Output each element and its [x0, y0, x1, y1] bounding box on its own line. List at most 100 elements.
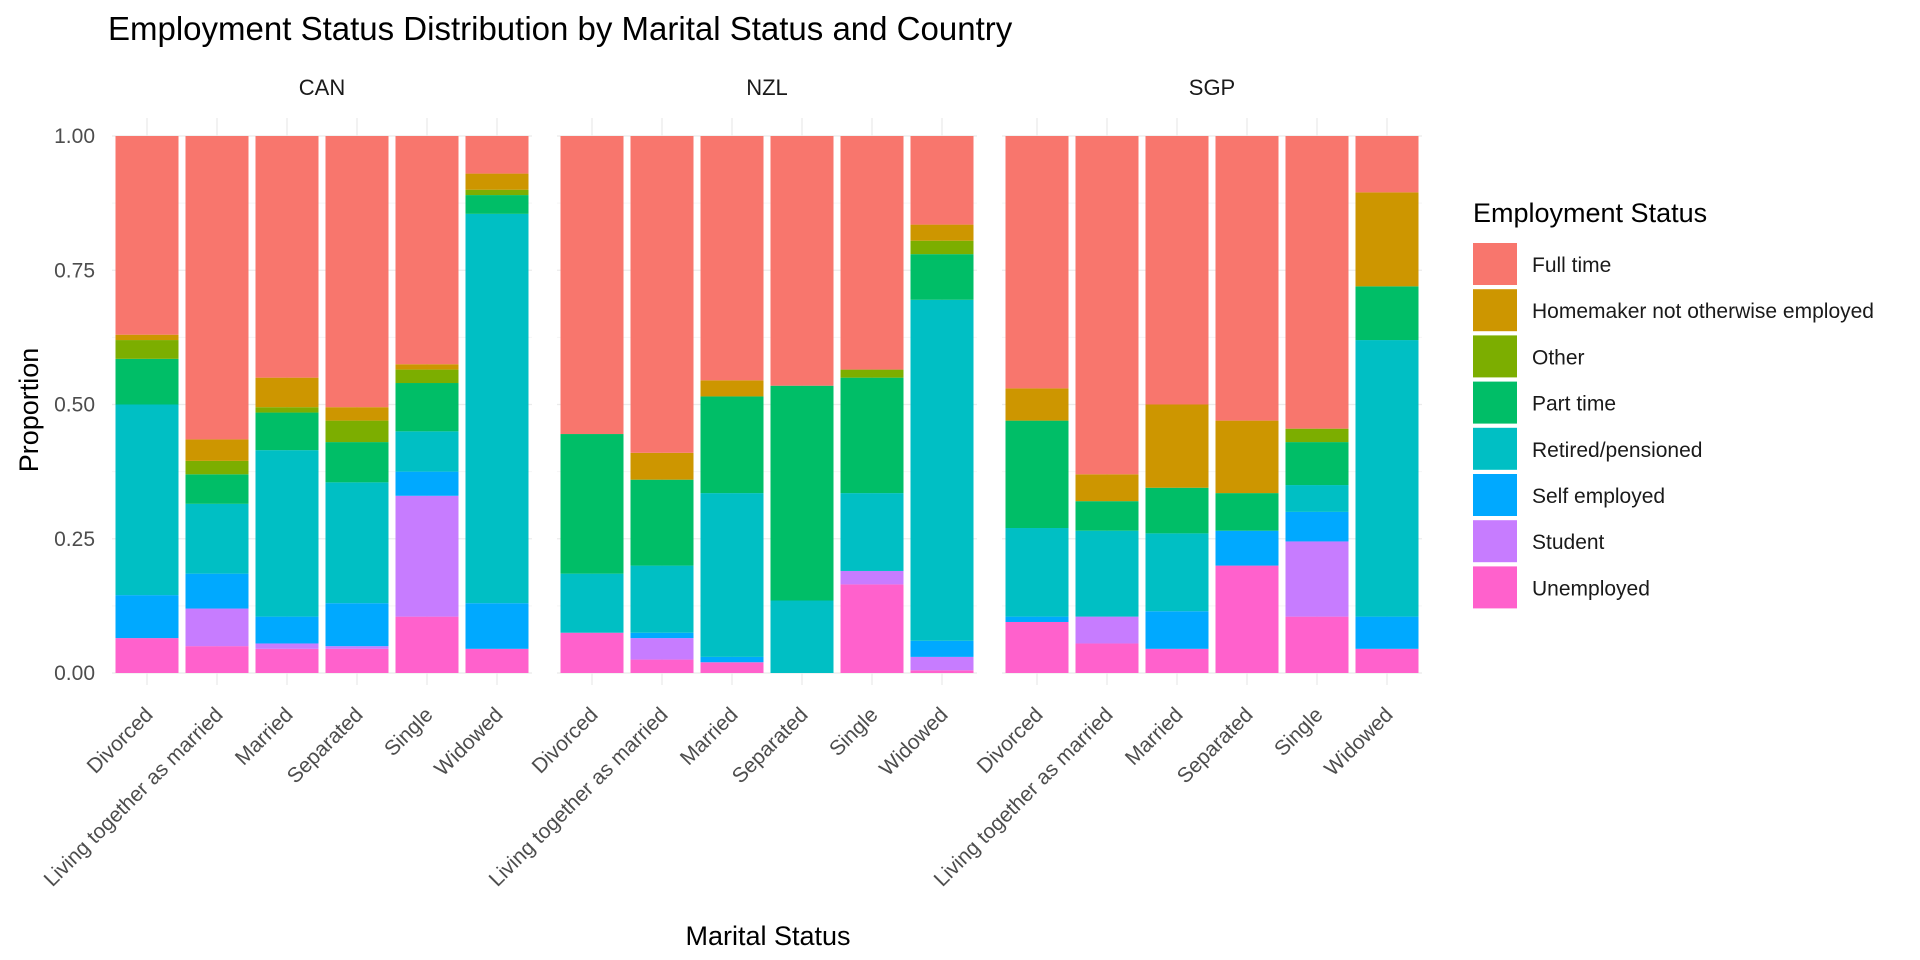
bar-segment-can-single-part-time — [395, 383, 459, 432]
bar-segment-sgp-married-unemployed — [1145, 648, 1209, 673]
legend-item-other: Other — [1473, 335, 1585, 378]
x-tick-label: Separated — [283, 703, 368, 788]
bar-segment-nzl-living-together-as-married-self-employed — [630, 632, 694, 639]
bar-segment-sgp-divorced-homemaker-not-otherwise-employed — [1005, 388, 1069, 421]
bar-segment-sgp-single-part-time — [1285, 442, 1349, 486]
bar-segment-sgp-married-retired-pensioned — [1145, 533, 1209, 612]
legend-label: Full time — [1532, 254, 1611, 277]
x-tick-label: Married — [1121, 703, 1188, 770]
bar-segment-can-divorced-unemployed — [115, 638, 179, 673]
legend-label: Part time — [1532, 393, 1616, 416]
bar-segment-sgp-widowed-self-employed — [1355, 616, 1419, 649]
legend-label: Other — [1532, 346, 1585, 369]
bar-segment-sgp-separated-part-time — [1215, 493, 1279, 531]
bar-segment-nzl-married-self-employed — [700, 656, 764, 663]
bar-segment-can-widowed-self-employed — [465, 603, 529, 649]
bar-segment-can-widowed-homemaker-not-otherwise-employed — [465, 173, 529, 190]
legend-title: Employment Status — [1473, 198, 1707, 228]
facet-label-nzl: NZL — [746, 75, 788, 100]
bar-segment-sgp-divorced-full-time — [1005, 136, 1069, 389]
bar-segment-can-widowed-unemployed — [465, 648, 529, 673]
bar-segment-sgp-separated-unemployed — [1215, 565, 1279, 673]
legend-swatch — [1473, 289, 1517, 332]
bar-segment-nzl-living-together-as-married-retired-pensioned — [630, 565, 694, 633]
bar-segment-can-separated-part-time — [325, 442, 389, 483]
bar-segment-can-separated-unemployed — [325, 648, 389, 673]
bar-segment-sgp-widowed-part-time — [1355, 286, 1419, 341]
bar-segment-nzl-widowed-part-time — [910, 254, 974, 300]
bar-segment-sgp-single-retired-pensioned — [1285, 485, 1349, 512]
legend-swatch — [1473, 427, 1517, 470]
bar-segment-sgp-living-together-as-married-full-time — [1075, 136, 1139, 475]
bar-segment-sgp-separated-self-employed — [1215, 530, 1279, 566]
legend-label: Unemployed — [1532, 577, 1650, 600]
bar-segment-can-married-full-time — [255, 136, 319, 378]
bar-segment-sgp-living-together-as-married-homemaker-not-otherwise-employed — [1075, 474, 1139, 502]
bar-segment-sgp-living-together-as-married-retired-pensioned — [1075, 530, 1139, 617]
bar-segment-nzl-living-together-as-married-unemployed — [630, 659, 694, 673]
bar-segment-can-widowed-retired-pensioned — [465, 213, 529, 604]
bar-segment-can-separated-other — [325, 420, 389, 443]
legend-label: Self employed — [1532, 485, 1665, 508]
legend-item-part-time: Part time — [1473, 381, 1616, 424]
bar-segment-can-single-retired-pensioned — [395, 431, 459, 472]
legend: Employment Status Full time Homemaker not… — [1473, 198, 1874, 609]
bar-segment-sgp-divorced-self-employed — [1005, 616, 1069, 622]
bar-segment-can-married-part-time — [255, 412, 319, 451]
legend-label: Student — [1532, 531, 1605, 554]
x-tick-label: Single — [1270, 703, 1328, 761]
legend-swatch — [1473, 381, 1517, 424]
bar-segment-can-married-other — [255, 407, 319, 413]
x-tick-label: Separated — [728, 703, 813, 788]
x-tick-label: Widowed — [430, 703, 507, 780]
bar-segment-sgp-married-full-time — [1145, 136, 1209, 405]
bar-segment-nzl-living-together-as-married-part-time — [630, 479, 694, 566]
legend-label: Homemaker not otherwise employed — [1532, 300, 1874, 323]
bar-segment-nzl-widowed-unemployed — [910, 670, 974, 673]
y-tick-label: 1.00 — [54, 125, 95, 148]
legend-items: Full time Homemaker not otherwise employe… — [1473, 243, 1874, 609]
bar-segment-can-divorced-part-time — [115, 358, 179, 405]
y-tick-label: 0.00 — [54, 662, 95, 685]
bar-segment-can-divorced-retired-pensioned — [115, 404, 179, 596]
bar-segment-sgp-married-homemaker-not-otherwise-employed — [1145, 404, 1209, 488]
bar-segment-can-divorced-homemaker-not-otherwise-employed — [115, 334, 179, 341]
bar-segment-nzl-living-together-as-married-full-time — [630, 136, 694, 453]
bar-segment-sgp-single-other — [1285, 428, 1349, 443]
bar-segment-can-single-unemployed — [395, 616, 459, 673]
bar-segment-can-married-retired-pensioned — [255, 450, 319, 617]
y-tick-label: 0.25 — [54, 528, 95, 551]
bar-segment-nzl-living-together-as-married-homemaker-not-otherwise-employed — [630, 452, 694, 480]
x-axis-title: Marital Status — [685, 921, 850, 951]
bar-segment-sgp-single-student — [1285, 541, 1349, 617]
bar-segment-can-separated-student — [325, 646, 389, 649]
bar-segment-can-single-homemaker-not-otherwise-employed — [395, 364, 459, 370]
legend-item-homemaker-not-otherwise-employed: Homemaker not otherwise employed — [1473, 289, 1874, 332]
bar-segment-nzl-married-retired-pensioned — [700, 493, 764, 657]
x-tick-label: Single — [380, 703, 438, 761]
bar-segment-sgp-divorced-retired-pensioned — [1005, 528, 1069, 617]
bar-segment-nzl-widowed-retired-pensioned — [910, 299, 974, 641]
bar-segment-nzl-widowed-homemaker-not-otherwise-employed — [910, 224, 974, 241]
bar-segment-can-single-self-employed — [395, 471, 459, 496]
bar-segment-sgp-separated-homemaker-not-otherwise-employed — [1215, 420, 1279, 494]
bar-segment-can-living-together-as-married-unemployed — [185, 646, 249, 673]
bar-segment-sgp-married-self-employed — [1145, 611, 1209, 649]
facet-label-can: CAN — [299, 75, 345, 100]
bar-segment-can-living-together-as-married-other — [185, 460, 249, 475]
bar-segment-sgp-single-self-employed — [1285, 511, 1349, 542]
bar-segment-sgp-living-together-as-married-unemployed — [1075, 643, 1139, 673]
bar-segment-sgp-single-unemployed — [1285, 616, 1349, 673]
chart-title: Employment Status Distribution by Marita… — [108, 10, 1013, 47]
bar-segment-nzl-separated-retired-pensioned — [770, 600, 834, 673]
bar-segment-sgp-living-together-as-married-part-time — [1075, 501, 1139, 531]
bar-segment-nzl-divorced-full-time — [560, 136, 624, 435]
bar-segment-can-single-student — [395, 495, 459, 617]
bar-segment-can-living-together-as-married-full-time — [185, 136, 249, 440]
bar-segment-nzl-single-unemployed — [840, 584, 904, 673]
bar-segment-can-separated-homemaker-not-otherwise-employed — [325, 407, 389, 421]
